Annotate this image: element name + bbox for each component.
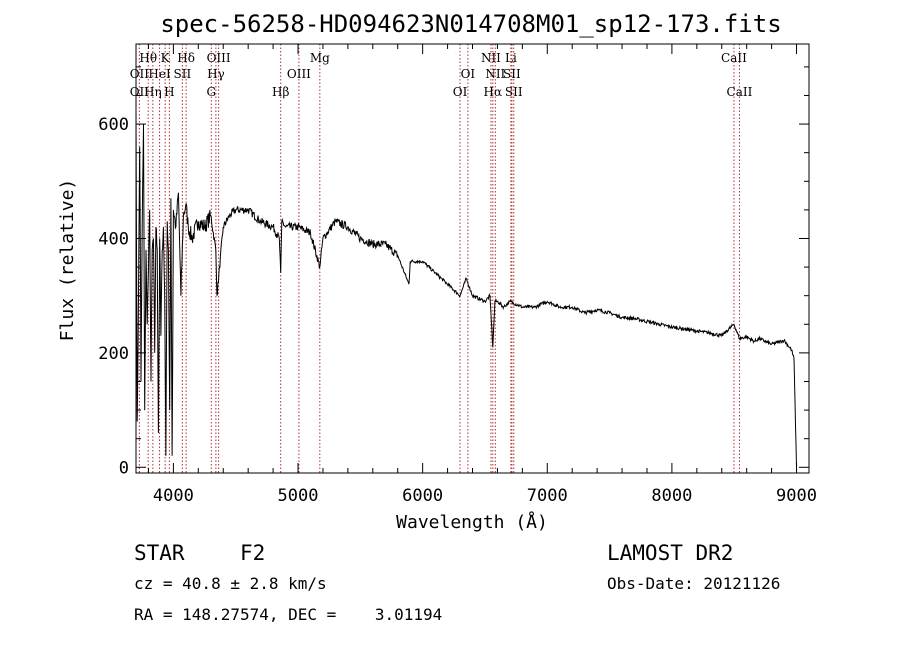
spectral-line-label: Li: [505, 51, 517, 65]
y-tick-label: 200: [98, 344, 129, 364]
spectral-line-label: K: [161, 51, 171, 65]
y-axis-label: Flux (relative): [57, 179, 78, 342]
spectral-line-label: SII: [505, 85, 523, 99]
spectral-line-label: OII: [130, 85, 150, 99]
object-class: STAR: [134, 541, 185, 565]
spectral-line-label: Hα: [484, 85, 503, 99]
spectral-line-label: G: [206, 85, 216, 99]
x-tick-label: 6000: [402, 486, 443, 506]
spectral-line-label: Hη: [144, 85, 162, 99]
x-tick-label: 5000: [278, 486, 319, 506]
spectral-line-label: OI: [453, 85, 468, 99]
x-tick-label: 7000: [527, 486, 568, 506]
chart-title: spec-56258-HD094623N014708M01_sp12-173.f…: [160, 10, 781, 38]
spectral-line-label: Hβ: [272, 85, 289, 99]
spectral-line-label: CaII: [721, 51, 747, 65]
x-axis-ticks: 4000 5000 6000 7000 8000 9000: [147, 44, 817, 506]
spectral-line-label: H: [164, 85, 174, 99]
y-tick-label: 600: [98, 115, 129, 135]
spectral-line-label: CaII: [727, 85, 753, 99]
spectral-line-label: OIII: [207, 51, 231, 65]
spectral-line-label: Mg: [310, 51, 330, 65]
spectrum-line: [135, 112, 797, 468]
spectral-line-label: NII: [481, 51, 501, 65]
redshift-readout: cz = 40.8 ± 2.8 km/s: [134, 574, 327, 593]
x-axis-label: Wavelength (Å): [396, 511, 548, 533]
spectral-line-label: Hθ: [139, 51, 157, 65]
spectral-line-label: SII: [174, 67, 192, 81]
spectral-line-label: HeI: [148, 67, 171, 81]
spectral-line-label: NII: [485, 67, 505, 81]
coordinates: RA = 148.27574, DEC = 3.01194: [134, 605, 442, 624]
plot-frame: [135, 43, 810, 474]
survey-name: LAMOST DR2: [607, 541, 733, 565]
x-tick-label: 9000: [776, 486, 817, 506]
spectral-line-label: OIII: [287, 67, 311, 81]
y-tick-label: 0: [119, 458, 129, 478]
x-tick-label: 8000: [651, 486, 692, 506]
spectral-line-label: SII: [503, 67, 521, 81]
spectral-line-label: OI: [461, 67, 476, 81]
y-axis-ticks: 0 200 400 600: [98, 66, 809, 478]
x-tick-label: 4000: [153, 486, 194, 506]
obs-date: Obs-Date: 20121126: [607, 574, 780, 593]
spectral-line-label: Hδ: [177, 51, 195, 65]
spectral-line-markers: [138, 44, 740, 473]
y-tick-label: 400: [98, 229, 129, 249]
object-subclass: F2: [240, 541, 265, 565]
spectral-line-label: Hγ: [207, 67, 225, 81]
spectral-line-label: OII: [130, 67, 150, 81]
